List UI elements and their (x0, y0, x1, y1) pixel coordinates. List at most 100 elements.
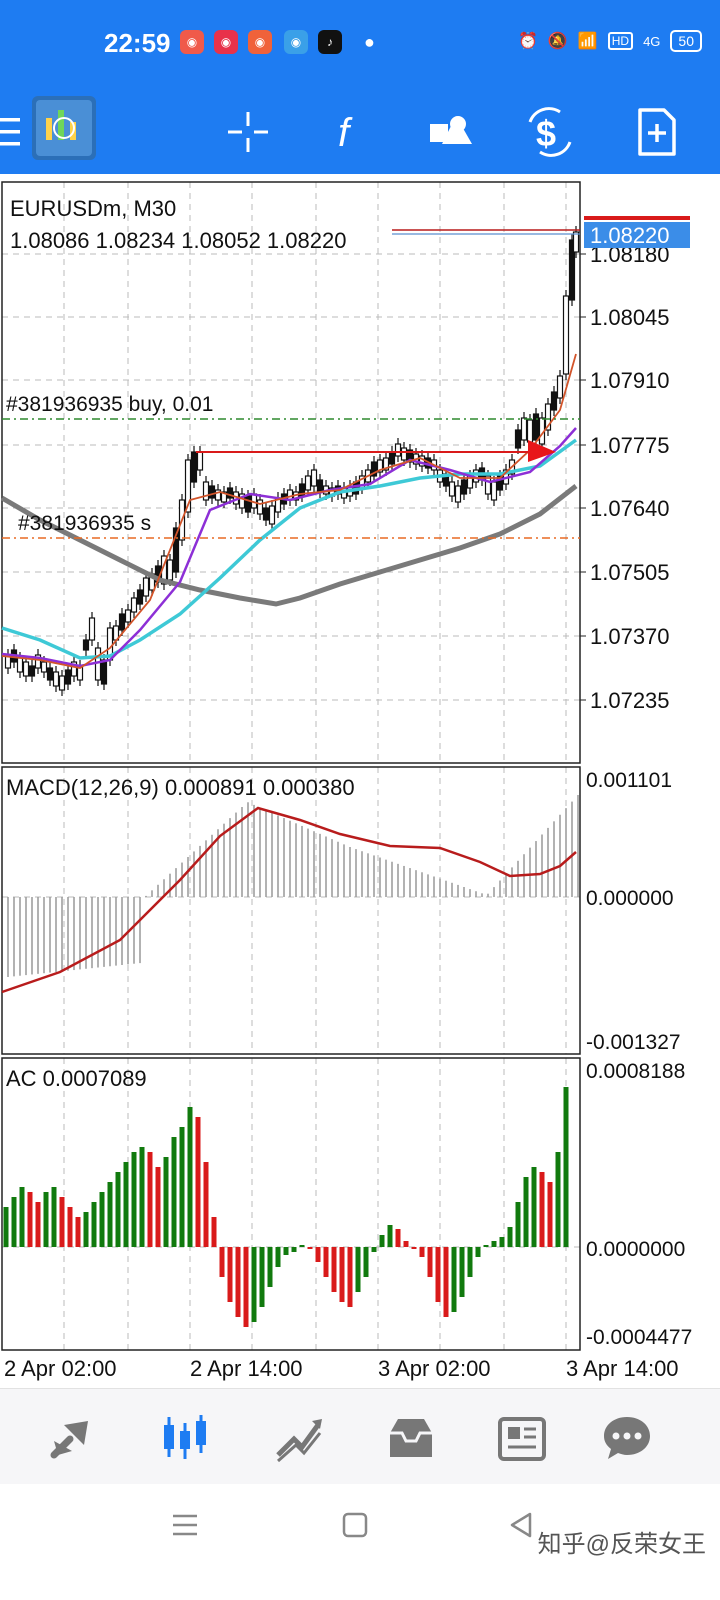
watermark: 知乎@反荣女王 (537, 1531, 706, 1558)
price-tick-label: 1.07235 (590, 688, 670, 713)
ac-bar (123, 1162, 129, 1247)
candle-body (208, 485, 216, 499)
history-icon[interactable] (384, 1411, 438, 1465)
quotes-icon[interactable] (44, 1411, 98, 1465)
ac-tick-bottom: -0.0004477 (586, 1326, 692, 1349)
ac-bar (43, 1192, 49, 1247)
ac-bar (11, 1197, 17, 1247)
macd-signal-line (1, 806, 577, 994)
ac-bar (179, 1127, 185, 1247)
ac-bar (347, 1247, 353, 1307)
metatrader-logo-icon[interactable] (32, 96, 96, 160)
candle-body (100, 659, 108, 685)
svg-text:f: f (338, 111, 353, 155)
ac-bar (243, 1247, 249, 1327)
candle-body (394, 443, 402, 457)
ac-bar (131, 1152, 137, 1247)
ac-bar (251, 1247, 257, 1322)
status-time: 22:59 (104, 28, 171, 58)
ac-bar (443, 1247, 449, 1317)
ac-bar (467, 1247, 473, 1277)
ac-bar (291, 1247, 297, 1252)
ac-bar (555, 1152, 561, 1247)
messages-icon[interactable] (600, 1411, 654, 1465)
ac-bar (475, 1247, 481, 1257)
ac-bar (491, 1241, 497, 1247)
ac-bar (395, 1229, 401, 1247)
ac-bar (499, 1237, 505, 1247)
ac-bar (163, 1157, 169, 1247)
candle-body (514, 429, 522, 449)
candle-body (484, 475, 492, 495)
chart-icon[interactable] (158, 1411, 212, 1465)
ac-bar (307, 1247, 313, 1249)
candle-body (34, 654, 42, 669)
candle-body (220, 491, 228, 503)
back-icon[interactable] (506, 1510, 536, 1540)
app-icon-3: ◉ (248, 30, 272, 54)
ac-bar (267, 1247, 273, 1287)
trade-icon[interactable] (272, 1411, 326, 1465)
candle-body (544, 403, 552, 431)
macd-pane-border (1, 766, 581, 1055)
chart-canvas[interactable]: #381936935 buy, 0.01 #381936935 s EURUSD… (0, 178, 720, 1388)
candle-body (130, 597, 138, 613)
home-icon[interactable] (340, 1510, 370, 1540)
ma-cyan-line (1, 438, 578, 660)
crosshair-icon[interactable] (218, 102, 278, 162)
candle-body (556, 375, 564, 399)
ac-bar (235, 1247, 241, 1317)
candle-body (376, 459, 384, 473)
candle-body (304, 475, 312, 491)
candle-body (172, 527, 180, 573)
candle-body (190, 451, 198, 483)
candle-body (532, 413, 540, 441)
candle-body (406, 449, 414, 463)
ac-bar (355, 1247, 361, 1292)
ac-bar (483, 1245, 489, 1247)
app-icon-2: ◉ (214, 30, 238, 54)
system-nav-bar: 知乎@反荣女王 (0, 1484, 720, 1600)
trade-icon[interactable]: $ (520, 102, 580, 162)
ac-label: AC 0.0007089 (6, 1066, 147, 1091)
ac-tick-zero: 0.0000000 (586, 1238, 685, 1261)
news-icon[interactable] (496, 1411, 550, 1465)
ac-bar (419, 1247, 425, 1257)
candle-body (52, 671, 60, 687)
candle-body (28, 665, 36, 677)
ac-bar (547, 1182, 553, 1247)
candle-body (454, 485, 462, 503)
ac-bar (403, 1241, 409, 1247)
time-tick-0: 2 Apr 02:00 (4, 1356, 117, 1381)
ac-bar (299, 1245, 305, 1247)
candle-body (118, 613, 126, 631)
menu-icon[interactable] (0, 112, 24, 152)
ac-bar (75, 1217, 81, 1247)
status-bar: 22:59 ◉ ◉ ◉ ◉ ♪ ● ⏰ 🔕 📶 HD 4G 50 (0, 0, 720, 90)
ac-bar (507, 1227, 513, 1247)
ac-bar (155, 1167, 161, 1247)
candle-body (310, 469, 318, 487)
app-icon-4: ◉ (284, 30, 308, 54)
candle-body (214, 489, 222, 501)
ac-bar (27, 1192, 33, 1247)
candle-body (136, 589, 144, 605)
ma-slow-line (0, 484, 578, 607)
candle-body (490, 481, 498, 501)
indicators-icon[interactable]: f (318, 102, 378, 162)
tiktok-icon: ♪ (318, 30, 342, 54)
price-pane-border (1, 181, 581, 764)
new-order-icon[interactable] (626, 102, 686, 162)
ac-bar (59, 1197, 65, 1247)
order-label: #381936935 buy, 0.01 (6, 393, 213, 416)
candle-body (256, 499, 264, 515)
ac-bar (147, 1152, 153, 1247)
objects-icon[interactable] (420, 102, 480, 162)
chart-area[interactable]: #381936935 buy, 0.01 #381936935 s EURUSD… (0, 178, 720, 1388)
price-tick-label: 1.07370 (590, 624, 670, 649)
ac-bar (523, 1177, 529, 1247)
current-price-box (584, 222, 690, 248)
recents-icon[interactable] (170, 1510, 200, 1540)
ac-bar (531, 1167, 537, 1247)
ac-bar (51, 1187, 57, 1247)
